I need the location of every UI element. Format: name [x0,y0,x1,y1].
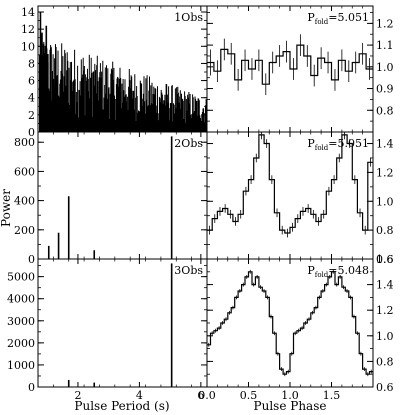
panel-label: 1Obs [174,11,203,24]
x-tick-label: 0.5 [240,389,258,402]
y-tick-label: 2000 [7,337,35,350]
y-tick-label: 0 [28,126,35,139]
power-spectrum-noise [39,34,207,132]
y-tick-label: 1.2 [376,304,394,317]
y-tick-label: 1.6 [376,253,394,266]
panel-label-main: P [307,264,315,277]
y-tick-label: 2 [28,109,35,122]
folded-profile-step [207,271,373,375]
y-tick-label: 6 [28,75,35,88]
panel-p3r: 0.6 0.8 1.0 1.2 1.4 1.6 0.0 0.5 1.0 1.5 Pfold=5.04… [198,253,393,402]
y-tick-label: 8 [28,57,35,70]
panel-label-value: =5.048 [328,264,369,277]
x-tick-label: 1.5 [323,389,341,402]
panel-p3l: 0 1000 2000 3000 4000 5000 2 4 6 3Obs [7,258,208,402]
y-tick-label: 1.0 [376,195,394,208]
panel-label-main: 2Obs [174,137,203,150]
x-tick-label: 4 [136,389,143,402]
x-tick-label: 1.0 [281,389,299,402]
plot-area [67,263,173,387]
y-tick-label: 0.9 [376,83,394,96]
y-tick-label: 14 [21,6,35,19]
x-axis-label-left: Pulse Period (s) [74,399,169,413]
panel-frame [37,131,208,260]
panel-p2r: 0.6 0.8 1.0 1.2 1.4 Pfold=5.051 [206,131,394,266]
plot-area [207,269,373,377]
panel-label: Pfold=5.051 [307,137,369,152]
panel-label: 3Obs [174,264,203,277]
panel-label-main: P [307,11,315,24]
panel-label-value: =5.051 [328,11,369,24]
panel-frame [206,131,374,260]
y-tick-label: 0.8 [376,355,394,368]
y-tick-label: 1.0 [376,61,394,74]
y-tick-label: 0 [28,253,35,266]
y-tick-label: 5000 [7,271,35,284]
y-tick-label: 10 [21,40,35,53]
y-tick-label: 200 [14,224,35,237]
y-tick-label: 3000 [7,315,35,328]
panel-label: Pfold=5.048 [307,264,369,279]
y-tick-label: 1.2 [376,17,394,30]
panel-label: 2Obs [174,137,203,150]
y-tick-label: 12 [21,23,35,36]
x-tick-label: 0.0 [198,389,216,402]
folded-profile-step [207,44,373,85]
panel-p1r: 0.8 0.9 1.0 1.1 1.2 Pfold=5.051 [206,5,394,133]
panel-p1l: 0 2 4 6 8 10 12 14 1Obs [21,5,208,139]
panel-label-value: =5.051 [328,137,369,150]
panel-label-subscript: fold [315,144,329,152]
y-tick-label: 0.8 [376,104,394,117]
y-tick-label: 0 [28,381,35,394]
x-tick-label: 6 [197,389,204,402]
y-tick-label: 0.8 [376,224,394,237]
x-axis-label-right: Pulse Phase [254,399,327,413]
panel-label-subscript: fold [315,18,329,26]
plot-area [207,34,373,96]
panel-label-main: 1Obs [174,11,203,24]
panel-label: Pfold=5.051 [307,11,369,26]
panel-label-main: 3Obs [174,264,203,277]
y-tick-label: 1000 [7,359,35,372]
y-tick-label: 600 [14,165,35,178]
y-tick-label: 400 [14,195,35,208]
y-tick-label: 1.1 [376,39,394,52]
y-tick-label: 800 [14,136,35,149]
y-tick-label: 0.6 [376,253,394,266]
y-tick-label: 4000 [7,293,35,306]
plot-area [47,136,173,259]
y-tick-label: 1.4 [376,279,394,292]
y-tick-label: 0.6 [376,381,394,394]
y-tick-label: 1.0 [376,330,394,343]
plot-area [39,12,207,132]
y-tick-label: 1.2 [376,166,394,179]
panel-frame [37,258,208,388]
panel-label-main: P [307,137,315,150]
x-tick-label: 2 [74,389,81,402]
y-tick-label: 4 [28,92,35,105]
y-axis-label: Power [0,189,13,227]
panel-label-subscript: fold [315,271,329,279]
panel-p2l: 0 200 400 600 800 2Obs [14,131,208,266]
plot-area [207,132,373,238]
y-tick-label: 1.4 [376,138,394,151]
